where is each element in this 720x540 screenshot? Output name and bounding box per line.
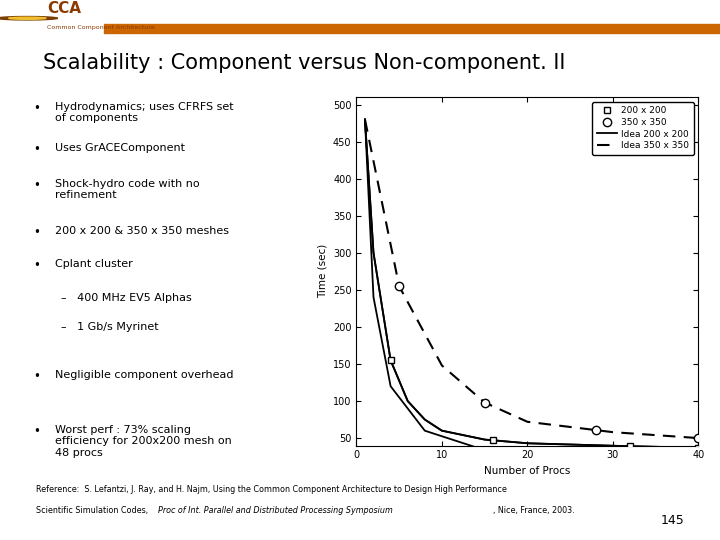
- Text: Cplant cluster: Cplant cluster: [55, 259, 132, 269]
- Text: 200 x 200 & 350 x 350 meshes: 200 x 200 & 350 x 350 meshes: [55, 226, 229, 236]
- X-axis label: Number of Procs: Number of Procs: [485, 466, 570, 476]
- Text: Common Component Architecture: Common Component Architecture: [47, 25, 155, 30]
- Bar: [104, 24, 720, 33]
- Text: Reference:  S. Lefantzi, J. Ray, and H. Najm, Using the Common Component Archite: Reference: S. Lefantzi, J. Ray, and H. N…: [36, 485, 507, 494]
- Text: Proc of Int. Parallel and Distributed Processing Symposium: Proc of Int. Parallel and Distributed Pr…: [158, 506, 392, 515]
- Y-axis label: Time (sec): Time (sec): [318, 244, 328, 299]
- Text: Scientific Simulation Codes,: Scientific Simulation Codes,: [36, 506, 150, 515]
- Circle shape: [9, 17, 46, 19]
- Text: Negligible component overhead: Negligible component overhead: [55, 370, 233, 380]
- Text: –   1 Gb/s Myrinet: – 1 Gb/s Myrinet: [61, 322, 159, 333]
- Text: •: •: [34, 259, 40, 272]
- Text: –   400 MHz EV5 Alphas: – 400 MHz EV5 Alphas: [61, 293, 192, 303]
- Circle shape: [0, 17, 58, 20]
- Text: , Nice, France, 2003.: , Nice, France, 2003.: [492, 506, 575, 515]
- Text: •: •: [34, 226, 40, 239]
- Text: •: •: [34, 143, 40, 156]
- Text: •: •: [34, 425, 40, 438]
- Text: Scalability : Component versus Non-component. II: Scalability : Component versus Non-compo…: [43, 53, 566, 73]
- Text: CCA: CCA: [47, 2, 81, 16]
- Text: •: •: [34, 102, 40, 114]
- Text: Shock-hydro code with no
refinement: Shock-hydro code with no refinement: [55, 179, 199, 200]
- Text: •: •: [34, 179, 40, 192]
- Text: Hydrodynamics; uses CFRFS set
of components: Hydrodynamics; uses CFRFS set of compone…: [55, 102, 233, 123]
- Legend: 200 x 200, 350 x 350, Idea 200 x 200, Idea 350 x 350: 200 x 200, 350 x 350, Idea 200 x 200, Id…: [593, 102, 694, 155]
- Text: 145: 145: [660, 514, 684, 526]
- Text: •: •: [34, 370, 40, 383]
- Text: Uses GrACEComponent: Uses GrACEComponent: [55, 143, 185, 153]
- Text: Worst perf : 73% scaling
efficiency for 200x200 mesh on
48 procs: Worst perf : 73% scaling efficiency for …: [55, 425, 231, 458]
